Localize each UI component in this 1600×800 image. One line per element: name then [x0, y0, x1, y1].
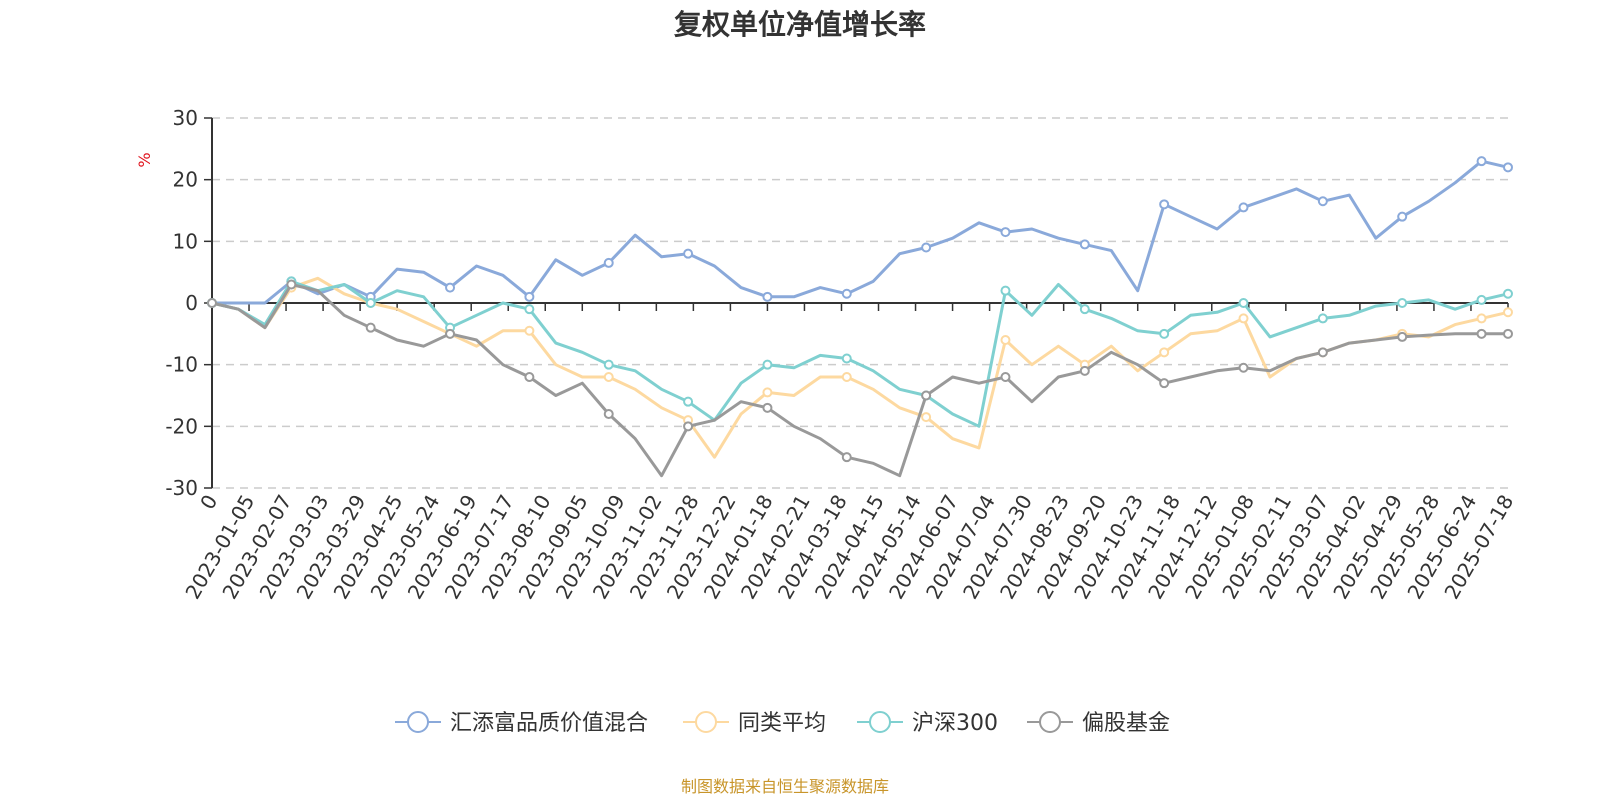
data-point [1397, 331, 1408, 342]
data-point [1503, 307, 1513, 318]
data-point [365, 298, 376, 308]
data-point [1159, 199, 1170, 210]
y-axis: 30 20 10 0 -10 -20 -30 [165, 106, 213, 500]
data-point [286, 279, 297, 290]
y-tick-label: 30 [173, 106, 198, 130]
data-point [762, 387, 773, 398]
series-2 [207, 276, 1513, 428]
data-point [1079, 365, 1090, 376]
chart-title: 复权单位净值增长率 [674, 8, 926, 41]
data-point [365, 322, 376, 333]
data-point [841, 452, 852, 463]
data-point [683, 421, 694, 432]
x-tick-label: 0 [195, 491, 222, 514]
data-point [1079, 239, 1090, 250]
data-point [1397, 211, 1408, 222]
data-point [524, 304, 535, 315]
series-lines [207, 156, 1513, 478]
data-point [762, 291, 773, 302]
data-point [603, 359, 614, 370]
legend-item[interactable]: 同类平均 [683, 711, 826, 736]
data-point [841, 353, 852, 364]
legend-item[interactable]: 偏股基金 [1027, 711, 1170, 736]
y-axis-unit: % [135, 152, 154, 167]
source-note: 制图数据来自恒生聚源数据库 [681, 777, 889, 796]
y-tick-label: -20 [165, 414, 198, 438]
data-point [1238, 313, 1249, 324]
data-point [603, 257, 614, 268]
data-point [1317, 196, 1328, 207]
data-point [683, 248, 694, 259]
data-point [1000, 227, 1011, 238]
data-point [762, 402, 773, 413]
data-point [1317, 347, 1328, 358]
data-point [1159, 328, 1170, 339]
data-point [1238, 298, 1249, 308]
data-point [603, 372, 614, 382]
data-point [1503, 328, 1513, 339]
data-point [445, 328, 456, 339]
data-point [921, 412, 932, 423]
data-point [1159, 378, 1170, 389]
data-point [762, 359, 773, 370]
y-tick-label: 20 [173, 168, 198, 192]
legend-label: 汇添富品质价值混合 [450, 711, 648, 736]
data-point [524, 325, 535, 336]
legend-circle-swatch [695, 711, 717, 733]
data-point [524, 372, 535, 382]
data-point [1476, 156, 1487, 167]
series-line [211, 283, 1508, 478]
data-point [445, 282, 456, 293]
data-point [1000, 285, 1011, 296]
data-point [1503, 288, 1513, 299]
data-point [841, 288, 852, 299]
legend-circle-swatch [869, 711, 891, 733]
data-point [1503, 162, 1513, 173]
data-point [1238, 202, 1249, 213]
data-point [207, 298, 217, 308]
data-point [1238, 362, 1249, 373]
series-3 [207, 279, 1513, 478]
legend[interactable]: 汇添富品质价值混合 同类平均 沪深300 偏股基金 [395, 711, 1170, 736]
data-point [921, 390, 932, 401]
data-point [1159, 347, 1170, 358]
y-tick-label: -30 [165, 476, 198, 500]
y-tick-label: 0 [185, 291, 198, 315]
legend-circle-swatch [407, 711, 429, 733]
series-1 [207, 276, 1513, 459]
data-point [1000, 335, 1011, 345]
data-point [1476, 328, 1487, 339]
data-point [1079, 304, 1090, 315]
data-point [603, 409, 614, 419]
series-line [211, 279, 1509, 428]
grid-lines [212, 117, 1508, 489]
data-point [683, 396, 694, 407]
data-point [1476, 313, 1487, 324]
data-point [1397, 298, 1408, 308]
legend-item[interactable]: 沪深300 [857, 711, 998, 736]
data-point [1000, 372, 1011, 382]
data-point [841, 372, 852, 382]
series-line [212, 159, 1509, 305]
legend-label: 偏股基金 [1082, 711, 1170, 736]
data-point [921, 242, 932, 253]
series-line [211, 276, 1509, 459]
data-point [1476, 294, 1487, 305]
legend-label: 沪深300 [912, 711, 998, 736]
data-point [1317, 313, 1328, 324]
legend-circle-swatch [1039, 711, 1061, 733]
y-tick-label: 10 [173, 229, 198, 253]
legend-item[interactable]: 汇添富品质价值混合 [395, 711, 648, 736]
legend-label: 同类平均 [738, 711, 826, 736]
y-tick-label: -10 [165, 353, 198, 377]
data-point [524, 291, 535, 302]
